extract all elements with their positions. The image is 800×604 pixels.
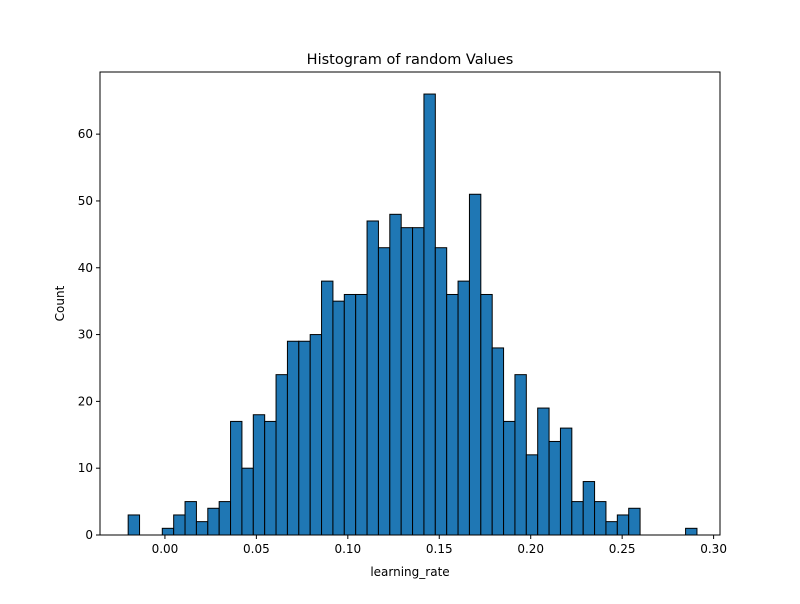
histogram-bar [355,293,368,536]
histogram-bar [412,227,425,536]
y-tick-label: 0 [85,528,93,542]
histogram-bar [434,247,448,536]
y-axis-ticks: 0 10 20 30 40 50 60 [78,127,100,542]
histogram-bar [252,414,266,536]
histogram-bar [685,527,698,536]
histogram-bar [377,247,391,536]
histogram-bar [582,481,596,536]
x-tick-label: 0.00 [152,542,179,556]
x-tick-label: 0.05 [243,542,270,556]
histogram-bar [491,347,505,536]
histogram-bar [173,514,186,536]
histogram-bar [559,427,573,536]
histogram-bar [161,527,175,536]
histogram-bar [446,293,459,536]
y-tick-label: 20 [78,394,93,408]
histogram-bar [332,300,345,536]
histogram-bar [275,374,288,536]
x-tick-label: 0.10 [334,542,361,556]
histogram-bar [628,507,641,536]
histogram-bar [480,293,493,536]
histogram-bar [343,293,357,536]
histogram-bar [264,420,277,536]
histogram-bar [366,220,379,536]
y-tick-label: 60 [78,127,93,141]
histogram-bar [525,454,539,536]
y-tick-label: 10 [78,461,93,475]
x-tick-label: 0.20 [517,542,544,556]
histogram-bar [571,501,584,536]
histogram-bar [400,227,414,536]
x-tick-label: 0.30 [700,542,727,556]
histogram-bar [503,420,516,536]
histogram-bar [230,420,243,536]
plot-frame [99,71,721,536]
y-tick-label: 50 [78,194,93,208]
y-tick-label: 40 [78,261,93,275]
x-axis-label: learning_rate [370,565,449,579]
histogram-bar [457,280,470,536]
histogram-bar [207,507,220,536]
histogram-bar [127,514,141,536]
histogram-bar [514,374,527,536]
histogram-bar [184,501,197,536]
histogram-bar [309,334,323,536]
histogram-bar [286,340,300,536]
y-axis-label: Count [53,285,67,321]
histogram-bar [241,467,254,536]
histogram-bar [594,501,607,536]
histogram-bar [548,440,561,536]
chart-title: Histogram of random Values [307,52,514,68]
histogram-bar [298,340,311,536]
histogram-bar [389,213,402,536]
histogram-bar [468,193,482,536]
histogram-bar [423,93,436,536]
x-tick-label: 0.25 [609,542,636,556]
y-tick-label: 30 [78,328,93,342]
histogram-bar [218,501,232,536]
histogram-bar [605,521,618,536]
histogram-bar [321,280,334,536]
histogram-bar [195,521,209,536]
histogram-bar [537,407,550,536]
x-axis-ticks: 0.00 0.05 0.10 0.15 0.20 0.25 0.30 [152,535,727,556]
x-tick-label: 0.15 [426,542,453,556]
histogram-bar [616,514,630,536]
